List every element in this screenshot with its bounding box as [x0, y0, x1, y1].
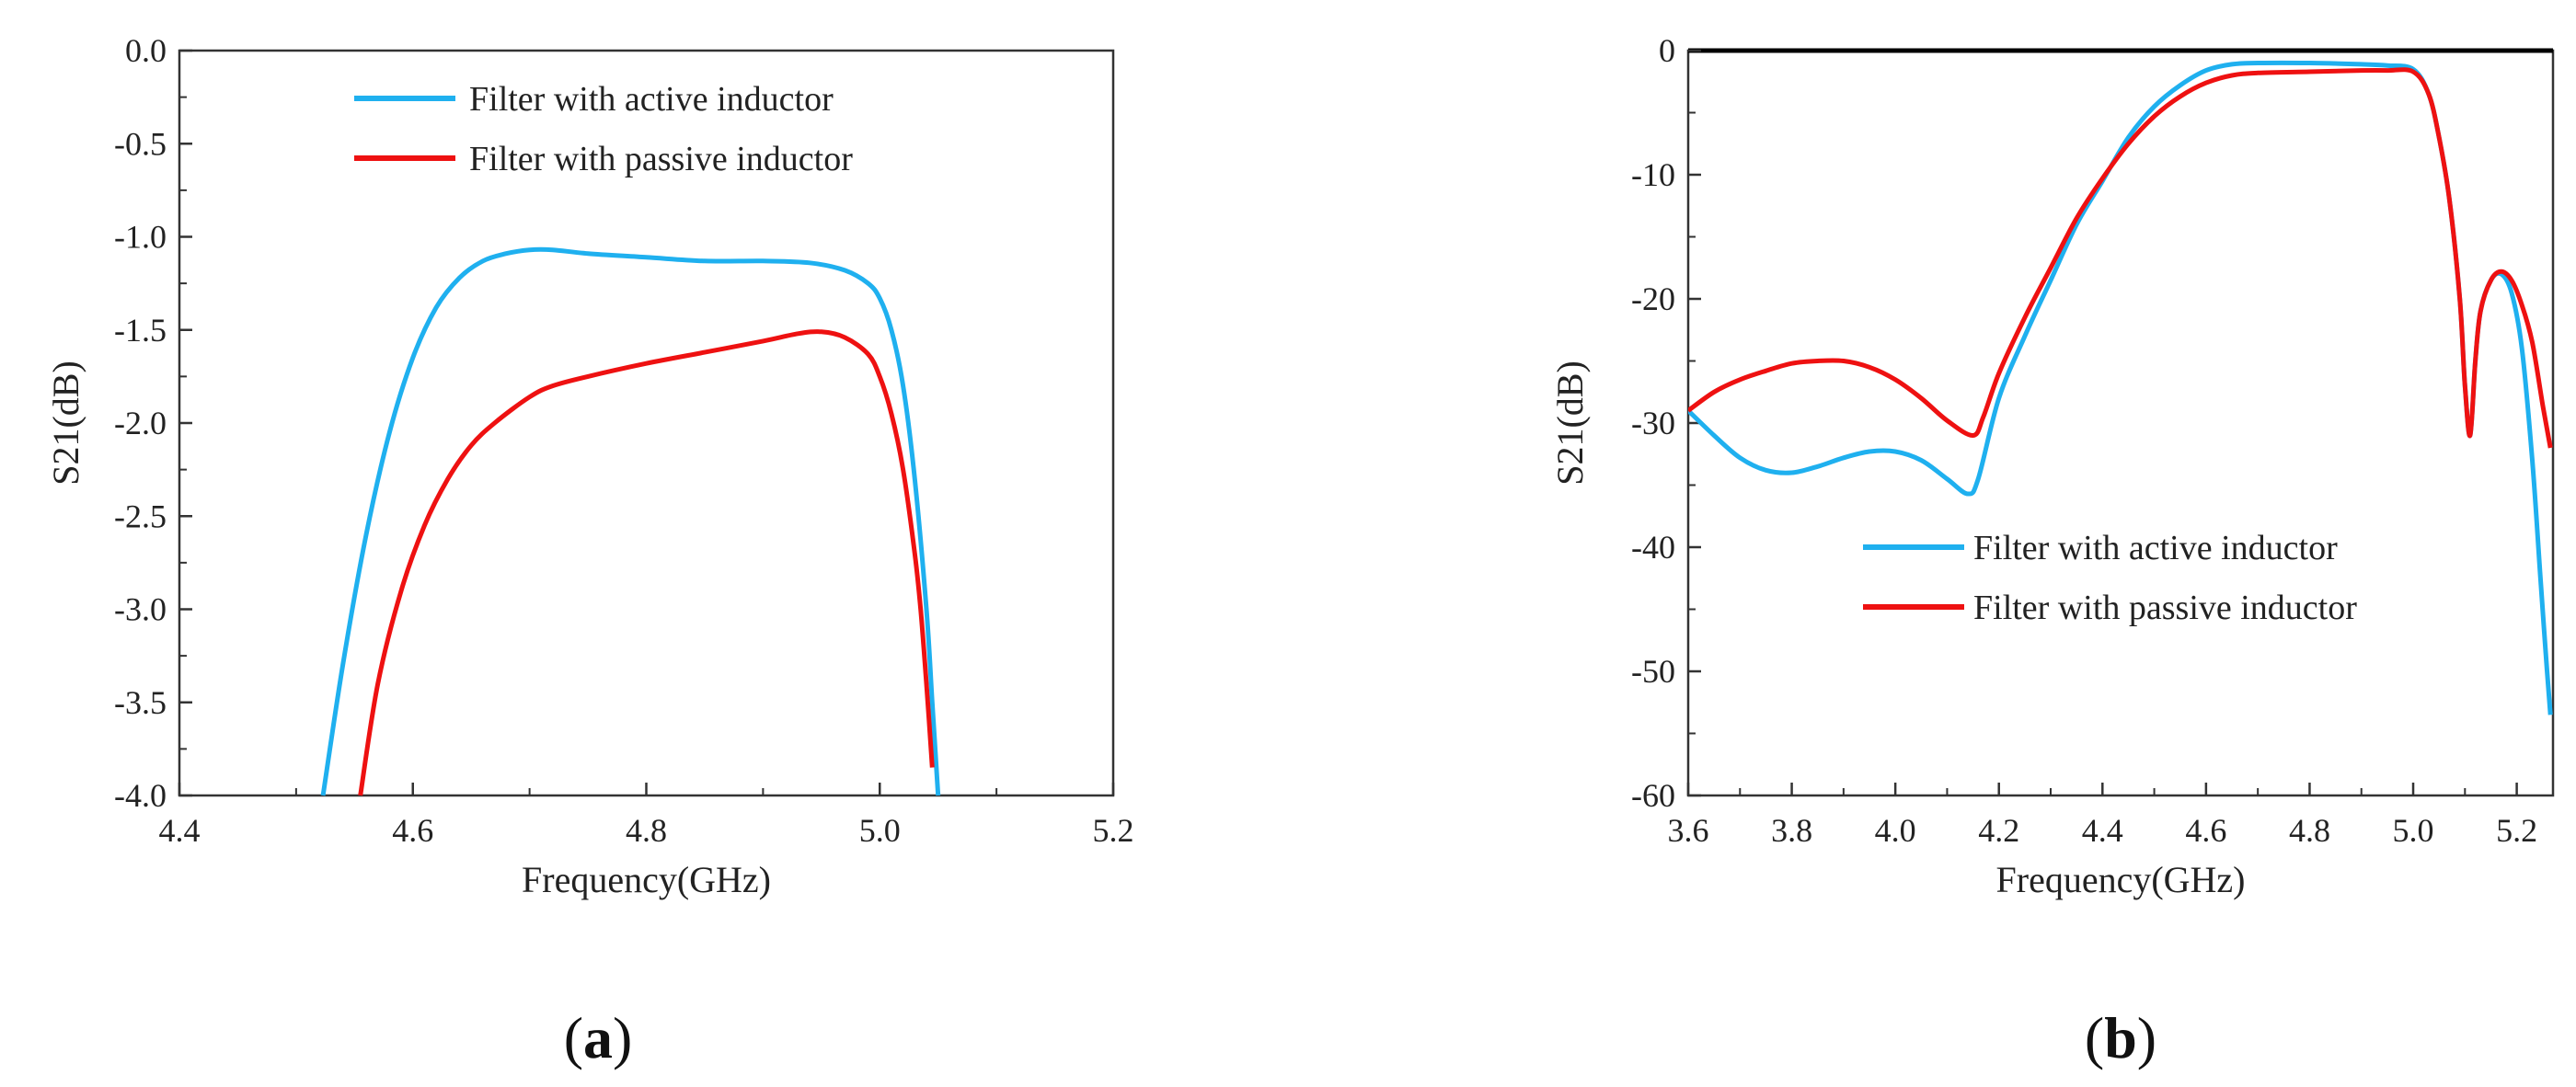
x-tick-label: 4.8 [626, 812, 667, 849]
x-tick-label: 5.2 [2496, 812, 2537, 849]
chart-panel-a: 4.4 4.6 4.8 5.0 5.2 0.0 -0.5 -1.0 -1.5 -2.0 -2.5 -… [45, 32, 1134, 1070]
x-tick-label: 4.4 [159, 812, 201, 849]
y-tick-label: -3.5 [114, 684, 167, 721]
legend-label-passive-a: Filter with passive inductor [469, 140, 853, 178]
legend-a: Filter with active inductor Filter with … [354, 80, 853, 178]
legend-label-active-b: Filter with active inductor [1973, 529, 2338, 567]
x-tick-labels-b: 3.6 3.8 4.0 4.2 4.4 4.6 4.8 5.0 5.2 [1668, 812, 2538, 849]
x-tick-label: 4.6 [392, 812, 433, 849]
y-tick-label: -60 [1631, 777, 1675, 814]
series-line-passive-b [1688, 67, 2553, 449]
legend-label-active-a: Filter with active inductor [469, 80, 834, 119]
series-line-active-a [320, 246, 941, 796]
y-tick-labels-a: 0.0 -0.5 -1.0 -1.5 -2.0 -2.5 -3.0 -3.5 -4.0 [114, 32, 167, 814]
axis-ticks-a [178, 49, 1115, 797]
y-tick-label: -20 [1631, 280, 1675, 317]
panel-letter-b: b [2104, 1005, 2137, 1070]
x-axis-title-a: Frequency(GHz) [522, 859, 771, 900]
panel-label-a: (a) [564, 1005, 633, 1070]
x-tick-label: 5.2 [1093, 812, 1134, 849]
y-tick-label: -2.5 [114, 498, 167, 534]
x-tick-label: 5.0 [2393, 812, 2434, 849]
x-tick-label: 5.0 [859, 812, 901, 849]
y-tick-label: -1.5 [114, 312, 167, 349]
y-tick-label: -50 [1631, 653, 1675, 690]
y-tick-labels-b: 0 -10 -20 -30 -40 -50 -60 [1631, 32, 1675, 814]
plot-frame-b [1686, 49, 2555, 797]
y-tick-label: -4.0 [114, 777, 167, 814]
legend-label-passive-b: Filter with passive inductor [1973, 589, 2357, 627]
y-tick-label: -0.5 [114, 125, 167, 162]
y-tick-label: -1.0 [114, 219, 167, 256]
y-axis-title-b: S21(dB) [1549, 360, 1591, 486]
y-tick-label: -10 [1631, 156, 1675, 193]
y-axis-title-a: S21(dB) [45, 360, 86, 486]
y-tick-label: 0.0 [125, 32, 167, 69]
y-tick-label: 0 [1659, 32, 1675, 69]
series-lines-b [1688, 60, 2553, 715]
x-tick-label: 4.2 [1978, 812, 2019, 849]
x-tick-label: 4.8 [2289, 812, 2330, 849]
panel-label-b: (b) [2085, 1005, 2156, 1070]
x-tick-labels-a: 4.4 4.6 4.8 5.0 5.2 [159, 812, 1134, 849]
chart-panel-b: 3.6 3.8 4.0 4.2 4.4 4.6 4.8 5.0 5.2 0 -10 -20 -30 -4… [1549, 32, 2555, 1070]
x-axis-title-b: Frequency(GHz) [1996, 859, 2246, 900]
x-tick-label: 3.6 [1668, 812, 1709, 849]
x-tick-label: 4.4 [2082, 812, 2123, 849]
y-tick-label: -3.0 [114, 591, 167, 628]
y-tick-label: -2.0 [114, 405, 167, 441]
series-line-passive-a [358, 329, 935, 796]
x-tick-label: 4.6 [2185, 812, 2226, 849]
x-tick-label: 3.8 [1771, 812, 1812, 849]
y-tick-label: -30 [1631, 405, 1675, 441]
legend-b: Filter with active inductor Filter with … [1863, 529, 2357, 627]
axis-ticks-b [1686, 49, 2518, 797]
panel-letter-a: a [583, 1005, 613, 1070]
x-tick-label: 4.0 [1875, 812, 1916, 849]
y-tick-label: -40 [1631, 529, 1675, 566]
series-lines-a [320, 246, 941, 796]
